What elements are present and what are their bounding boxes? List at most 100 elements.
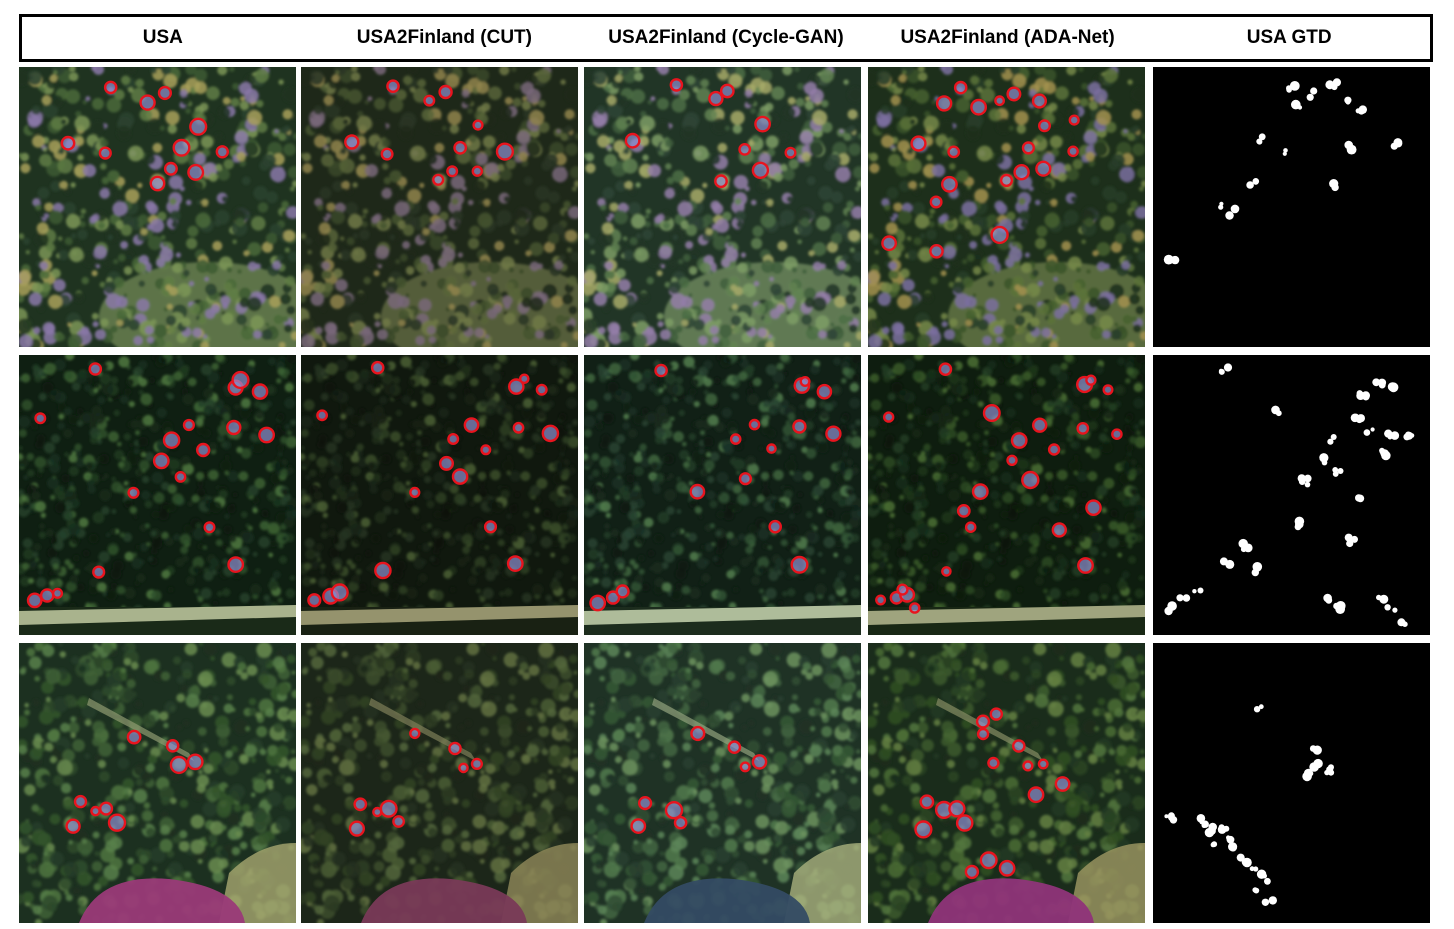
mask-blob xyxy=(1258,133,1266,141)
mask-blob xyxy=(1223,363,1233,372)
detection-fill xyxy=(749,420,760,430)
mask-blob xyxy=(1199,819,1205,825)
detection-fill xyxy=(882,236,896,250)
detection-marker xyxy=(816,383,833,400)
detection-marker xyxy=(512,421,525,434)
mask-blob xyxy=(1241,858,1250,866)
ground-truth-mask xyxy=(1153,643,1430,923)
mask-blob xyxy=(1164,814,1169,819)
detection-marker xyxy=(589,594,607,612)
detection-fill xyxy=(154,453,169,469)
mask-blob xyxy=(1258,704,1264,710)
detection-fill xyxy=(509,379,524,394)
mask-blob xyxy=(1168,814,1175,821)
detection-fill xyxy=(767,444,776,453)
detection-fill xyxy=(227,421,241,434)
detection-marker xyxy=(948,800,966,818)
detection-marker xyxy=(174,471,187,483)
tile-row2-usa xyxy=(19,355,296,635)
detection-fill xyxy=(61,137,75,150)
detection-marker xyxy=(1068,114,1080,126)
mask-blob xyxy=(1327,769,1335,776)
detection-fill xyxy=(173,140,190,156)
detection-marker xyxy=(187,163,205,181)
detection-fill xyxy=(1103,385,1113,394)
detection-fill xyxy=(190,118,207,135)
detection-marker xyxy=(535,383,548,396)
detection-fill xyxy=(930,245,943,258)
mask-blob xyxy=(1201,822,1207,828)
detection-marker xyxy=(766,443,777,454)
detection-fill xyxy=(513,423,524,433)
detection-marker xyxy=(919,794,935,810)
mask-blob xyxy=(1219,557,1228,566)
detection-fill xyxy=(915,821,932,838)
detection-marker xyxy=(690,725,706,742)
detection-marker xyxy=(88,362,103,376)
detection-fill xyxy=(731,434,741,444)
detection-marker xyxy=(189,117,208,136)
detection-marker xyxy=(258,426,276,444)
detection-fill xyxy=(957,815,973,831)
detection-fill xyxy=(464,418,479,432)
mask-blob xyxy=(1254,568,1260,573)
detection-marker xyxy=(182,418,196,432)
detection-marker xyxy=(624,132,641,149)
tile-row3-cyclegan xyxy=(584,643,861,923)
detection-fill xyxy=(459,763,468,772)
detection-marker xyxy=(784,146,797,159)
aerial-image xyxy=(868,355,1145,635)
detection-fill xyxy=(884,412,894,422)
detection-marker xyxy=(432,173,445,186)
detection-fill xyxy=(372,362,384,374)
detection-fill xyxy=(990,708,1002,720)
detection-marker xyxy=(914,820,933,839)
detection-fill xyxy=(910,603,920,613)
detection-fill xyxy=(91,807,100,816)
detection-marker xyxy=(438,455,454,471)
detection-marker xyxy=(754,115,772,133)
detection-marker xyxy=(163,161,178,176)
mask-blob xyxy=(1306,93,1314,101)
detection-marker xyxy=(768,519,782,534)
detection-fill xyxy=(752,162,768,178)
mask-blob xyxy=(1308,771,1314,776)
detection-marker xyxy=(875,594,887,606)
detection-marker xyxy=(908,602,921,614)
detection-fill xyxy=(715,175,727,187)
tile-row3-gtd xyxy=(1153,643,1430,923)
detection-marker xyxy=(982,404,1001,423)
mask-blob xyxy=(1218,204,1224,210)
detection-fill xyxy=(625,134,640,148)
mask-blob xyxy=(1312,745,1322,755)
detection-marker xyxy=(738,472,753,486)
detection-fill xyxy=(536,384,547,395)
detection-fill xyxy=(690,485,705,499)
detection-fill xyxy=(410,728,420,738)
detection-marker xyxy=(139,94,156,111)
detection-marker xyxy=(738,143,752,156)
detection-fill xyxy=(1068,146,1078,156)
detection-fill xyxy=(999,861,1015,876)
detection-marker xyxy=(970,98,988,116)
detection-fill xyxy=(350,821,364,836)
mask-blob xyxy=(1176,594,1184,602)
detection-marker xyxy=(938,362,953,377)
detection-marker xyxy=(979,851,998,870)
detection-fill xyxy=(28,593,42,608)
detection-fill xyxy=(354,798,366,810)
mask-blob xyxy=(1163,254,1174,265)
detection-fill xyxy=(485,521,496,533)
detection-marker xyxy=(348,820,366,837)
detection-marker xyxy=(1031,417,1048,433)
detection-marker xyxy=(470,757,484,771)
mask-blob xyxy=(1356,494,1365,503)
detection-fill xyxy=(1055,777,1070,791)
detection-fill xyxy=(1112,429,1122,439)
detection-marker xyxy=(1102,384,1114,396)
mask-blob xyxy=(1283,148,1288,153)
detection-marker xyxy=(955,814,974,832)
column-header-usa: USA xyxy=(142,27,183,48)
detection-fill xyxy=(520,374,529,383)
detection-fill xyxy=(447,166,457,177)
